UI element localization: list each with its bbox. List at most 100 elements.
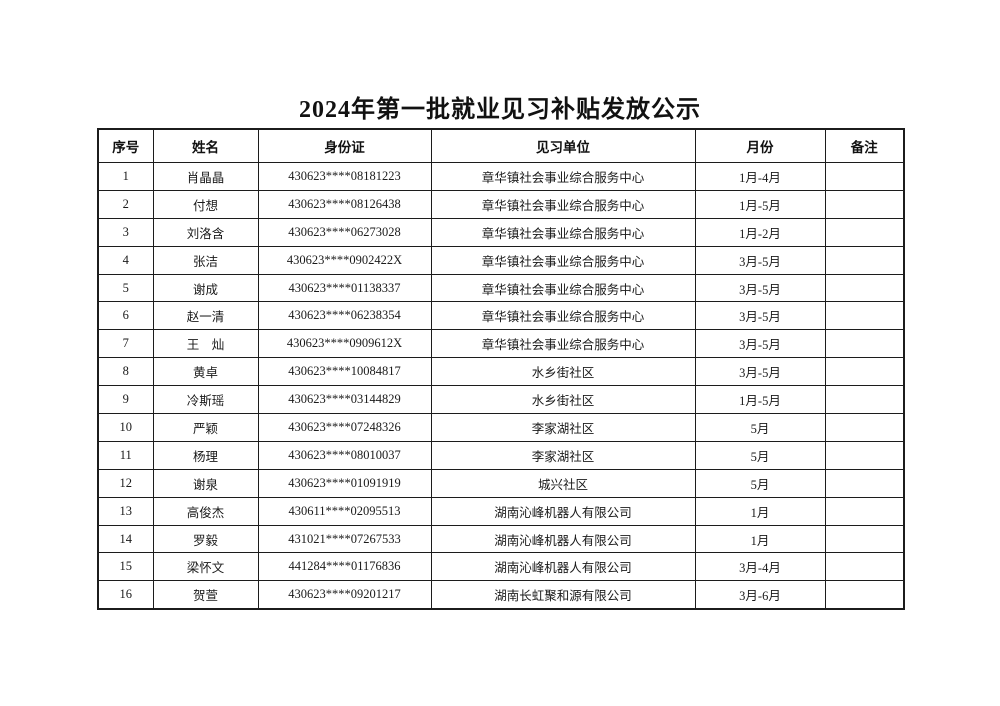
cell-month: 5月 xyxy=(694,413,826,442)
cell-unit: 章华镇社会事业综合服务中心 xyxy=(430,245,696,275)
cell-unit: 章华镇社会事业综合服务中心 xyxy=(430,217,696,247)
cell-seq: 15 xyxy=(97,552,154,582)
cell-remark xyxy=(824,357,905,387)
cell-seq: 13 xyxy=(97,496,154,526)
cell-name: 张洁 xyxy=(152,245,259,275)
cell-id: 430623****10084817 xyxy=(257,357,432,387)
table-row: 13 高俊杰 430611****02095513 湖南沁峰机器人有限公司 1月 xyxy=(97,496,905,526)
cell-id: 430623****07248326 xyxy=(257,413,432,442)
cell-id: 441284****01176836 xyxy=(257,552,432,582)
cell-unit: 湖南沁峰机器人有限公司 xyxy=(430,496,696,526)
cell-remark xyxy=(824,162,905,191)
cell-unit: 湖南长虹聚和源有限公司 xyxy=(430,580,696,610)
cell-seq: 4 xyxy=(97,245,154,275)
cell-remark xyxy=(824,580,905,610)
table-row: 15 梁怀文 441284****01176836 湖南沁峰机器人有限公司 3月-4月 xyxy=(97,552,905,582)
table-row: 3 刘洛含 430623****06273028 章华镇社会事业综合服务中心 1月-2月 xyxy=(97,217,905,247)
col-header-unit: 见习单位 xyxy=(430,128,696,163)
page-title: 2024年第一批就业见习补贴发放公示 xyxy=(299,97,701,123)
cell-month: 5月 xyxy=(694,440,826,470)
cell-remark xyxy=(824,273,905,303)
cell-id: 430623****06273028 xyxy=(257,217,432,247)
cell-remark xyxy=(824,468,905,498)
cell-id: 430623****0902422X xyxy=(257,245,432,275)
table-row: 1 肖晶晶 430623****08181223 章华镇社会事业综合服务中心 1月-4月 xyxy=(97,162,905,191)
cell-month: 1月 xyxy=(694,496,826,526)
cell-remark xyxy=(824,301,905,331)
cell-id: 430623****08010037 xyxy=(257,440,432,470)
cell-unit: 章华镇社会事业综合服务中心 xyxy=(430,189,696,219)
cell-remark xyxy=(824,413,905,442)
cell-seq: 11 xyxy=(97,440,154,470)
cell-id: 430623****0909612X xyxy=(257,329,432,359)
cell-seq: 2 xyxy=(97,189,154,219)
table-row: 12 谢泉 430623****01091919 城兴社区 5月 xyxy=(97,468,905,498)
cell-unit: 李家湖社区 xyxy=(430,440,696,470)
cell-unit: 水乡街社区 xyxy=(430,385,696,415)
table-row: 2 付想 430623****08126438 章华镇社会事业综合服务中心 1月-5月 xyxy=(97,189,905,219)
table-row: 5 谢成 430623****01138337 章华镇社会事业综合服务中心 3月-5月 xyxy=(97,273,905,303)
cell-remark xyxy=(824,524,905,554)
cell-seq: 5 xyxy=(97,273,154,303)
cell-month: 1月-5月 xyxy=(694,189,826,219)
cell-id: 430611****02095513 xyxy=(257,496,432,526)
cell-seq: 9 xyxy=(97,385,154,415)
cell-id: 430623****01091919 xyxy=(257,468,432,498)
col-header-name: 姓名 xyxy=(152,128,259,163)
cell-month: 1月-2月 xyxy=(694,217,826,247)
cell-month: 3月-5月 xyxy=(694,245,826,275)
table-row: 10 严颖 430623****07248326 李家湖社区 5月 xyxy=(97,413,905,442)
cell-seq: 7 xyxy=(97,329,154,359)
cell-remark xyxy=(824,245,905,275)
cell-month: 3月-6月 xyxy=(694,580,826,610)
cell-month: 3月-5月 xyxy=(694,357,826,387)
cell-unit: 章华镇社会事业综合服务中心 xyxy=(430,301,696,331)
cell-name: 谢泉 xyxy=(152,468,259,498)
cell-month: 3月-5月 xyxy=(694,329,826,359)
cell-month: 1月 xyxy=(694,524,826,554)
cell-seq: 12 xyxy=(97,468,154,498)
cell-id: 430623****03144829 xyxy=(257,385,432,415)
table-row: 14 罗毅 431021****07267533 湖南沁峰机器人有限公司 1月 xyxy=(97,524,905,554)
cell-id: 430623****06238354 xyxy=(257,301,432,331)
cell-unit: 湖南沁峰机器人有限公司 xyxy=(430,524,696,554)
cell-unit: 水乡街社区 xyxy=(430,357,696,387)
cell-remark xyxy=(824,440,905,470)
cell-seq: 1 xyxy=(97,162,154,191)
cell-unit: 城兴社区 xyxy=(430,468,696,498)
cell-name: 刘洛含 xyxy=(152,217,259,247)
cell-seq: 10 xyxy=(97,413,154,442)
cell-month: 1月-5月 xyxy=(694,385,826,415)
cell-name: 赵一清 xyxy=(152,301,259,331)
cell-seq: 3 xyxy=(97,217,154,247)
cell-name: 高俊杰 xyxy=(152,496,259,526)
cell-remark xyxy=(824,217,905,247)
cell-name: 冷斯瑶 xyxy=(152,385,259,415)
cell-unit: 章华镇社会事业综合服务中心 xyxy=(430,162,696,191)
cell-id: 430623****01138337 xyxy=(257,273,432,303)
cell-name: 梁怀文 xyxy=(152,552,259,582)
cell-id: 430623****08181223 xyxy=(257,162,432,191)
cell-name: 黄卓 xyxy=(152,357,259,387)
cell-remark xyxy=(824,385,905,415)
cell-month: 1月-4月 xyxy=(694,162,826,191)
cell-remark xyxy=(824,496,905,526)
cell-remark xyxy=(824,189,905,219)
table-row: 16 贺萱 430623****09201217 湖南长虹聚和源有限公司 3月-6月 xyxy=(97,580,905,610)
cell-seq: 8 xyxy=(97,357,154,387)
table-row: 6 赵一清 430623****06238354 章华镇社会事业综合服务中心 3月-5月 xyxy=(97,301,905,331)
cell-unit: 湖南沁峰机器人有限公司 xyxy=(430,552,696,582)
cell-unit: 章华镇社会事业综合服务中心 xyxy=(430,273,696,303)
cell-seq: 6 xyxy=(97,301,154,331)
cell-seq: 14 xyxy=(97,524,154,554)
table-row: 9 冷斯瑶 430623****03144829 水乡街社区 1月-5月 xyxy=(97,385,905,415)
cell-month: 5月 xyxy=(694,468,826,498)
cell-remark xyxy=(824,552,905,582)
col-header-seq: 序号 xyxy=(97,128,154,163)
cell-month: 3月-4月 xyxy=(694,552,826,582)
cell-unit: 李家湖社区 xyxy=(430,413,696,442)
cell-remark xyxy=(824,329,905,359)
cell-id: 430623****09201217 xyxy=(257,580,432,610)
cell-month: 3月-5月 xyxy=(694,273,826,303)
table-row: 4 张洁 430623****0902422X 章华镇社会事业综合服务中心 3月-5月 xyxy=(97,245,905,275)
